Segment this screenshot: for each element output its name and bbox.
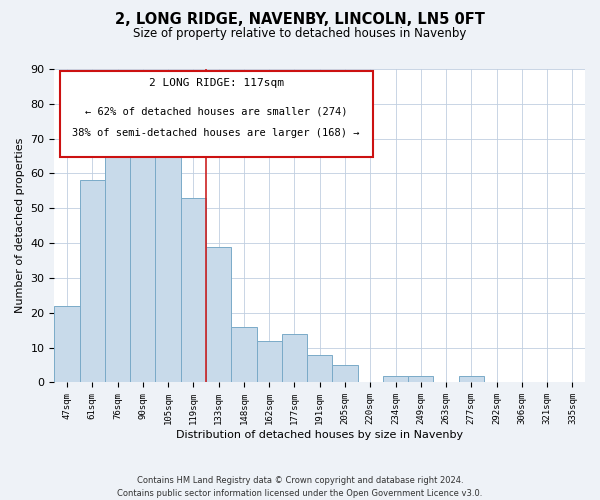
Bar — [181, 198, 206, 382]
Y-axis label: Number of detached properties: Number of detached properties — [15, 138, 25, 314]
Text: Contains HM Land Registry data © Crown copyright and database right 2024.
Contai: Contains HM Land Registry data © Crown c… — [118, 476, 482, 498]
Text: ← 62% of detached houses are smaller (274): ← 62% of detached houses are smaller (27… — [85, 106, 347, 117]
Text: 38% of semi-detached houses are larger (168) →: 38% of semi-detached houses are larger (… — [73, 128, 360, 138]
FancyBboxPatch shape — [60, 70, 373, 157]
Bar — [458, 376, 484, 382]
Bar — [206, 246, 231, 382]
Bar — [231, 326, 257, 382]
Bar — [155, 118, 181, 382]
Text: Size of property relative to detached houses in Navenby: Size of property relative to detached ho… — [133, 28, 467, 40]
Text: 2 LONG RIDGE: 117sqm: 2 LONG RIDGE: 117sqm — [149, 78, 284, 88]
Bar — [105, 138, 130, 382]
Bar — [257, 340, 282, 382]
Bar — [307, 354, 332, 382]
Bar — [130, 149, 155, 382]
Bar — [383, 376, 408, 382]
Bar — [55, 306, 80, 382]
Bar — [282, 334, 307, 382]
X-axis label: Distribution of detached houses by size in Navenby: Distribution of detached houses by size … — [176, 430, 463, 440]
Bar — [80, 180, 105, 382]
Bar — [332, 365, 358, 382]
Bar — [408, 376, 433, 382]
Text: 2, LONG RIDGE, NAVENBY, LINCOLN, LN5 0FT: 2, LONG RIDGE, NAVENBY, LINCOLN, LN5 0FT — [115, 12, 485, 28]
